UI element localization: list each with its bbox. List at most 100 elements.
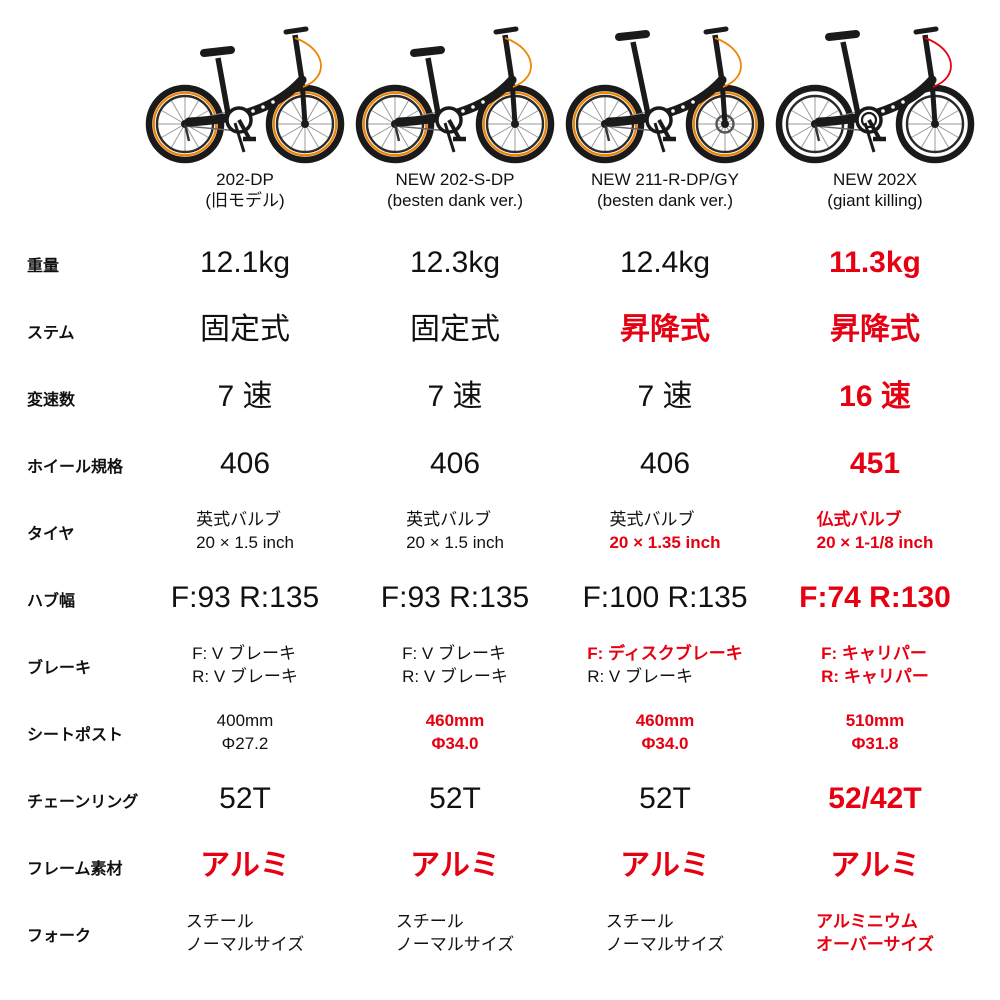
spec-value: 460mm xyxy=(425,710,485,730)
row-label-hub-width: ハブ幅 xyxy=(27,592,76,610)
spec-value: Φ27.2 xyxy=(221,733,269,753)
spec-cell-brake-col1: F: V ブレーキ R: V ブレーキ xyxy=(140,643,350,689)
spec-value: 406 xyxy=(219,447,271,481)
row-label-stem: ステム xyxy=(27,324,75,342)
row-label-seatpost: シートポスト xyxy=(27,726,124,744)
spec-value: スチール xyxy=(395,911,464,931)
spec-value: 昇降式 xyxy=(620,313,710,347)
spec-value: R: V ブレーキ xyxy=(402,666,508,686)
spec-value: 固定式 xyxy=(200,313,290,347)
spec-cell-frame-material-col1: アルミ xyxy=(140,849,350,882)
spec-value: 406 xyxy=(429,447,481,481)
spec-row-seatpost: シートポスト 400mm Φ27.2 460mm Φ34.0 460mm Φ34.0 510m… xyxy=(0,699,1000,766)
spec-value: 7 速 xyxy=(217,380,273,414)
spec-value: 52T xyxy=(639,782,691,816)
spec-value: Φ34.0 xyxy=(431,733,479,753)
spec-cell-weight-col3: 12.4kg xyxy=(560,246,770,280)
spec-value: 7 速 xyxy=(427,380,483,414)
spec-row-weight: 重量 12.1kg 12.3kg 12.4kg 11.3kg xyxy=(0,230,1000,297)
product-subtitle: (besten dank ver.) xyxy=(596,190,734,210)
spec-cell-frame-material-col3: アルミ xyxy=(560,849,770,882)
spec-row-tire: タイヤ 英式バルブ 20 × 1.5 inch 英式バルブ 20 × 1.5 inch 英… xyxy=(0,498,1000,565)
spec-cell-frame-material-col4: アルミ xyxy=(770,849,980,883)
spec-value: 16 速 xyxy=(839,380,911,414)
spec-cell-hub-width-col2: F:93 R:135 xyxy=(350,581,560,614)
product-column-4: NEW 202X (giant killing) xyxy=(770,18,980,230)
spec-cell-speeds-col1: 7 速 xyxy=(140,380,350,414)
spec-cell-chainring-col4: 52/42T xyxy=(770,782,980,816)
spec-cell-seatpost-col3: 460mm Φ34.0 xyxy=(560,710,770,756)
spec-value: 510mm xyxy=(845,710,905,730)
spec-value: F: ディスクブレーキ xyxy=(587,643,743,663)
spec-value: スチール xyxy=(605,911,674,931)
spec-value: F:93 R:135 xyxy=(170,581,320,615)
spec-value: 460mm xyxy=(635,710,695,730)
spec-row-frame-material: フレーム素材 アルミ アルミ アルミ アルミ xyxy=(0,833,1000,900)
spec-value: 20 × 1-1/8 inch xyxy=(816,532,934,552)
spec-cell-fork-col4: アルミニウム オーバーサイズ xyxy=(770,911,980,957)
spec-cell-speeds-col4: 16 速 xyxy=(770,380,980,414)
product-subtitle: (besten dank ver.) xyxy=(386,190,524,210)
spec-value: 20 × 1.35 inch xyxy=(609,532,721,552)
spec-row-wheel-standard: ホイール規格 406 406 406 451 xyxy=(0,431,1000,498)
spec-value: 400mm xyxy=(216,710,274,730)
spec-value: 11.3kg xyxy=(829,246,921,280)
spec-value: 英式バルブ xyxy=(609,509,695,529)
spec-value: 固定式 xyxy=(410,313,500,347)
spec-cell-fork-col1: スチール ノーマルサイズ xyxy=(140,911,350,957)
spec-value: アルミ xyxy=(830,849,920,883)
spec-value: 昇降式 xyxy=(830,313,920,347)
spec-value: 12.4kg xyxy=(619,246,711,280)
spec-cell-wheel-standard-col3: 406 xyxy=(560,447,770,481)
product-column-1: 202-DP (旧モデル) xyxy=(140,18,350,230)
spec-cell-seatpost-col1: 400mm Φ27.2 xyxy=(140,710,350,756)
row-label-wheel-standard: ホイール規格 xyxy=(27,458,124,476)
spec-cell-stem-col2: 固定式 xyxy=(350,313,560,347)
spec-cell-tire-col1: 英式バルブ 20 × 1.5 inch xyxy=(140,509,350,555)
spec-value: 英式バルブ xyxy=(196,509,282,529)
spec-value: F:100 R:135 xyxy=(582,581,748,615)
spec-value: 20 × 1.5 inch xyxy=(406,532,504,552)
spec-value: 12.3kg xyxy=(409,246,501,280)
spec-value: F: V ブレーキ xyxy=(402,643,506,663)
row-label-brake: ブレーキ xyxy=(27,659,92,677)
spec-value: ノーマルサイズ xyxy=(395,934,515,954)
spec-cell-seatpost-col2: 460mm Φ34.0 xyxy=(350,710,560,756)
bike-illustration xyxy=(145,18,345,170)
spec-row-stem: ステム 固定式 固定式 昇降式 昇降式 xyxy=(0,297,1000,364)
spec-cell-chainring-col1: 52T xyxy=(140,782,350,815)
spec-cell-wheel-standard-col2: 406 xyxy=(350,447,560,481)
spec-cell-weight-col2: 12.3kg xyxy=(350,246,560,280)
spec-cell-weight-col4: 11.3kg xyxy=(770,246,980,280)
product-column-3: NEW 211-R-DP/GY (besten dank ver.) xyxy=(560,18,770,230)
spec-value: 406 xyxy=(639,447,691,481)
spec-cell-fork-col2: スチールノーマルサイズ xyxy=(350,911,560,957)
spec-value: 52/42T xyxy=(828,782,922,816)
spec-value: アルミ xyxy=(410,849,500,883)
product-header: 202-DP (旧モデル) xyxy=(140,0,1000,230)
product-subtitle: (giant killing) xyxy=(827,190,923,210)
spec-row-brake: ブレーキ F: V ブレーキ R: V ブレーキ F: V ブレーキ R: V ブレーキ… xyxy=(0,632,1000,699)
spec-cell-frame-material-col2: アルミ xyxy=(350,849,560,883)
row-label-tire: タイヤ xyxy=(27,525,75,543)
product-name: NEW 211-R-DP/GY xyxy=(591,170,739,189)
spec-value: R: V ブレーキ xyxy=(192,666,298,686)
row-label-speeds: 変速数 xyxy=(27,391,76,409)
spec-row-fork: フォーク スチール ノーマルサイズ スチール ノーマルサイズ スチール ノーマルサイズ アルミ… xyxy=(0,900,1000,967)
row-label-frame-material: フレーム素材 xyxy=(27,860,123,878)
bike-illustration xyxy=(355,18,555,170)
spec-value: 英式バルブ xyxy=(406,509,492,529)
product-name: 202-DP xyxy=(216,170,274,189)
spec-cell-seatpost-col4: 510mm Φ31.8 xyxy=(770,710,980,756)
spec-row-chainring: チェーンリング 52T 52T 52T 52/42T xyxy=(0,766,1000,833)
spec-value: スチール xyxy=(185,911,254,931)
spec-cell-brake-col2: F: V ブレーキ R: V ブレーキ xyxy=(350,643,560,689)
spec-cell-brake-col4: F: キャリパー R: キャリパー xyxy=(770,643,980,689)
product-column-2: NEW 202-S-DP (besten dank ver.) xyxy=(350,18,560,230)
spec-cell-hub-width-col3: F:100 R:135 xyxy=(560,581,770,615)
product-subtitle: (旧モデル) xyxy=(205,190,285,210)
spec-value: アルミニウム xyxy=(816,911,918,931)
spec-cell-tire-col3: 英式バルブ 20 × 1.35 inch xyxy=(560,509,770,555)
spec-cell-stem-col4: 昇降式 xyxy=(770,313,980,347)
